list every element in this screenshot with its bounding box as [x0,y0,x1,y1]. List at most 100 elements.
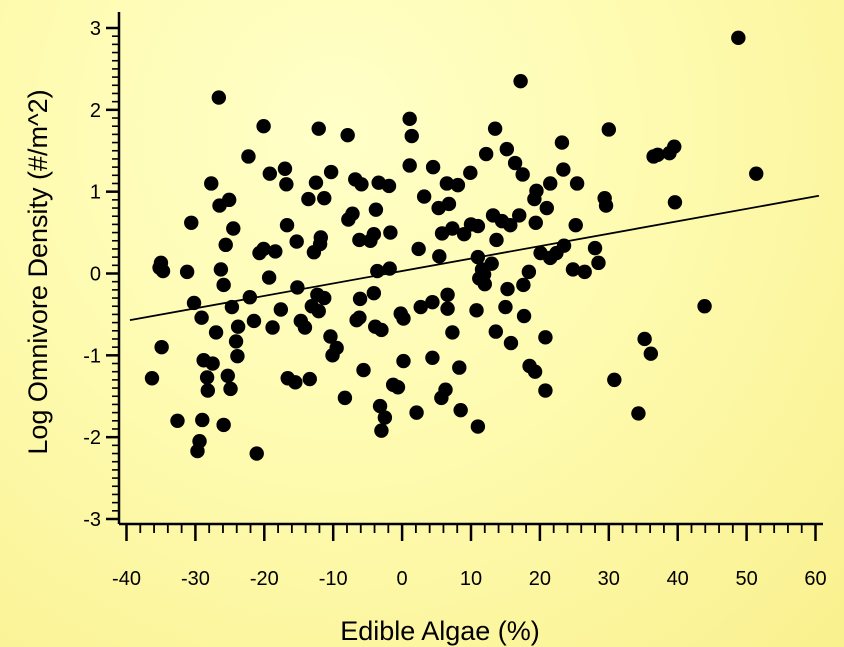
data-point [212,198,227,213]
data-point [310,287,325,302]
data-point [277,161,293,176]
data-point [527,191,542,207]
trend-line-group [129,194,820,322]
data-point [249,446,264,461]
data-point [440,287,455,302]
data-point [445,325,460,340]
data-point [521,264,537,280]
y-tick-label: 0 [90,264,101,286]
data-point [242,290,258,305]
data-point [488,324,504,339]
data-point [731,30,746,46]
data-point [368,202,384,217]
data-point [311,121,326,136]
data-point [301,191,316,207]
axis-ticks [106,26,817,541]
data-point [170,413,185,428]
data-point [265,320,280,335]
data-point [434,226,450,241]
data-point [306,245,322,260]
data-point [323,329,338,344]
data-point [667,195,683,210]
data-point [487,121,503,136]
data-point [631,406,646,421]
data-point [256,119,271,134]
data-point [411,241,426,257]
data-point [646,149,661,164]
data-point [453,402,468,418]
data-point [402,111,417,127]
data-point [363,233,378,248]
data-point [352,232,367,248]
x-tick-label: -10 [319,568,348,590]
data-point [516,277,531,293]
data-point [470,419,486,434]
data-point [208,325,224,340]
data-point [204,176,219,191]
data-point [409,405,424,420]
x-tick-label: 0 [397,568,408,590]
data-point [538,383,553,398]
data-point [500,281,515,297]
data-point [515,167,530,182]
data-point [533,245,548,261]
data-point [246,313,262,329]
data-point [456,227,472,242]
data-point [216,417,231,433]
data-point [366,285,382,301]
data-point [323,164,339,180]
data-point [637,331,652,347]
data-point [485,208,501,223]
data-point [591,255,606,271]
data-point [503,335,519,351]
x-tick-label: 10 [460,568,482,590]
data-point [371,175,386,190]
data-point [516,308,532,324]
x-tick-label: 50 [735,568,757,590]
data-point [293,313,309,329]
data-point [356,362,371,378]
data-point [199,370,215,385]
data-point [383,225,398,240]
data-point [507,155,523,171]
y-tick-label: -1 [83,345,101,367]
data-point [184,215,199,230]
data-points [144,30,764,461]
y-tick-label: -3 [83,509,101,531]
data-point [402,158,417,173]
data-point [439,176,455,191]
data-point [539,200,554,216]
data-point [431,200,446,216]
data-point [587,240,603,256]
data-point [230,348,245,364]
data-point [472,271,487,286]
data-point [556,162,571,177]
data-point [425,159,441,175]
data-point [194,310,209,325]
data-point [273,302,289,317]
data-point [554,135,570,150]
data-point [416,189,432,204]
y-axis-title: Log Omnivore Density (#/m^2) [23,89,53,454]
data-point [396,353,411,369]
data-point [154,339,169,355]
data-point [697,299,712,314]
data-point [440,301,455,316]
data-point [498,299,513,315]
data-point [279,177,294,192]
data-point [662,146,677,161]
data-point [749,166,764,181]
data-point [228,334,244,349]
data-point [179,264,195,280]
y-tick-label: 2 [90,100,101,122]
data-point [513,73,528,89]
data-point [478,146,494,162]
y-tick-label: 3 [90,18,101,40]
data-point [190,443,205,459]
data-point [279,218,295,233]
x-tick-label: 40 [667,568,689,590]
data-point [261,270,277,285]
data-point [220,368,235,383]
data-point [200,383,216,398]
data-point [434,390,449,406]
